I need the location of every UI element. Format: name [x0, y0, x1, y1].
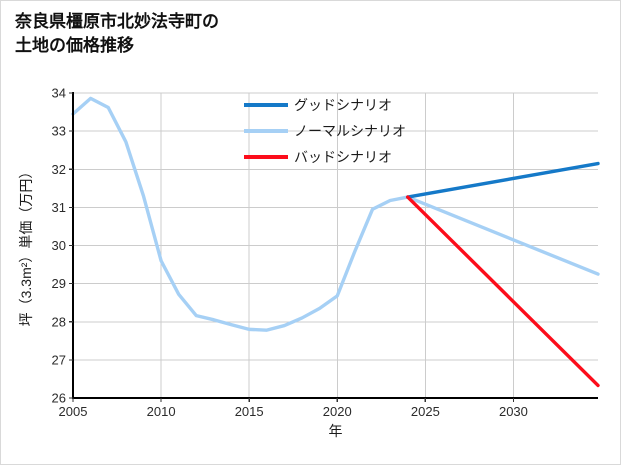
page-title: 奈良県橿原市北妙法寺町の 土地の価格推移 [15, 12, 219, 56]
x-axis-title: 年 [329, 423, 343, 439]
legend-label-bad: バッドシナリオ [294, 149, 392, 165]
y-tick-label: 32 [52, 162, 66, 177]
series-line-normal [71, 96, 600, 332]
series-line-bad [406, 195, 600, 388]
data-series-group [71, 96, 600, 388]
y-tick-label: 27 [52, 352, 66, 367]
y-axis-ticks: 26 27 28 29 30 31 32 33 34 [52, 86, 73, 406]
y-tick-label: 34 [52, 86, 66, 101]
y-tick-label: 29 [52, 276, 66, 291]
legend-label-normal: ノーマルシナリオ [294, 123, 406, 139]
gridlines [73, 92, 598, 398]
x-tick-label: 2020 [323, 404, 352, 419]
x-axis-ticks: 2005 2010 2015 2020 2025 2030 [59, 398, 528, 419]
x-tick-label: 2005 [59, 404, 88, 419]
y-tick-label: 30 [52, 238, 66, 253]
x-tick-label: 2025 [411, 404, 440, 419]
y-axis-title: 坪（3.3m²）単価（万円） [18, 165, 34, 327]
y-tick-label: 28 [52, 314, 66, 329]
series-line-good [406, 161, 600, 199]
y-tick-label: 26 [52, 391, 66, 406]
y-tick-label: 33 [52, 124, 66, 139]
x-tick-label: 2030 [499, 404, 528, 419]
y-tick-label: 31 [52, 200, 66, 215]
x-tick-label: 2015 [235, 404, 264, 419]
legend-label-good: グッドシナリオ [294, 97, 392, 113]
x-tick-label: 2010 [147, 404, 176, 419]
